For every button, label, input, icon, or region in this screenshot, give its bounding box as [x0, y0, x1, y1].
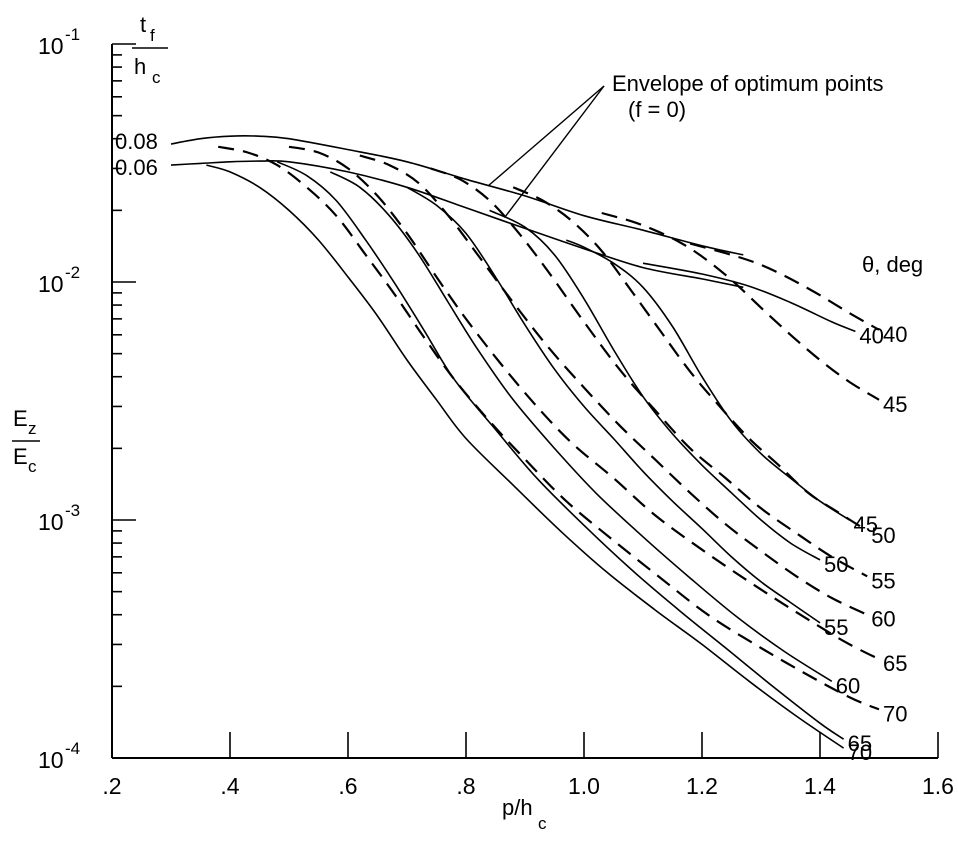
curve-label-solid-55: 55	[824, 615, 848, 640]
dashed-curve-55	[430, 167, 868, 578]
envelope-curve-008	[170, 135, 744, 256]
annotation-leader-lower	[504, 85, 605, 218]
solid-curve-40	[642, 262, 856, 333]
envelope-annotation: Envelope of optimum points (f = 0)	[487, 71, 884, 218]
dashed-curve-65	[288, 145, 880, 661]
y-tick-label-exp: -3	[65, 501, 80, 520]
param-den: h	[134, 54, 146, 79]
x-tick-label: 1.6	[922, 773, 954, 799]
solid-curve-50	[489, 209, 821, 561]
y-tick-label-exp: -2	[65, 263, 80, 282]
solid-curve-45	[566, 239, 850, 521]
y-tick-label-exp: -1	[65, 25, 80, 44]
param-num: t	[140, 12, 146, 37]
y-tick-label: 10	[38, 747, 64, 773]
x-tick-label: 1.2	[686, 773, 718, 799]
solid-curve-70	[206, 164, 845, 749]
annotation-line1: Envelope of optimum points	[612, 71, 884, 96]
annotation-leader-upper	[487, 85, 605, 187]
x-tick-label: .6	[338, 773, 357, 799]
y-tick-label-exp: -4	[65, 739, 80, 758]
curve-label-solid-45: 45	[854, 512, 878, 537]
curve-label-solid-40: 40	[859, 323, 883, 348]
curve-label-dashed-65: 65	[883, 651, 907, 676]
y-tick-label: 10	[38, 33, 64, 59]
curve-label-dashed-40: 40	[883, 322, 907, 347]
x-axis-label: p/h c	[502, 795, 547, 833]
x-tick-label: 1.0	[568, 773, 600, 799]
solid-curve-60	[329, 171, 833, 682]
y-tick-label: 10	[38, 271, 64, 297]
annotation-line2: (f = 0)	[628, 97, 686, 122]
ticks: .2.4.6.8 1.0 1.2 1.4 1.610-110-210-310-4	[38, 25, 954, 799]
dashed-curve-60	[359, 154, 868, 616]
x-tick-label: .4	[220, 773, 239, 799]
curve-label-dashed-45: 45	[883, 392, 907, 417]
solid-curve-65	[276, 161, 845, 740]
y-label-den: E	[13, 444, 28, 469]
dashed-curve-70	[218, 145, 880, 711]
axes	[111, 44, 938, 759]
x-tick-label: .2	[102, 773, 121, 799]
dashed-curve-40	[689, 242, 880, 331]
y-tick-label: 10	[38, 509, 64, 535]
legend-title: θ, deg	[862, 252, 923, 277]
curve-label-dashed-60: 60	[871, 607, 895, 632]
curve-label-dashed-70: 70	[883, 701, 907, 726]
curve-label-solid-60: 60	[836, 673, 860, 698]
x-tick-label: 1.4	[804, 773, 836, 799]
x-tick-label: .8	[456, 773, 475, 799]
param-den-sub: c	[152, 68, 161, 87]
curve-label-dashed-55: 55	[871, 568, 895, 593]
param-value-006: 0.06	[115, 155, 158, 180]
curve-label-dashed-50: 50	[871, 523, 895, 548]
curve-label-solid-65: 65	[848, 731, 872, 756]
curve-label-solid-70: 70	[848, 740, 872, 765]
solid-curve-55	[406, 186, 821, 624]
curves	[170, 135, 880, 749]
dashed-curve-45	[601, 211, 880, 401]
y-label-den-sub: c	[28, 457, 37, 476]
param-label: t f h c	[132, 12, 168, 87]
dashed-curve-50	[512, 186, 868, 532]
y-label-num: E	[13, 406, 28, 431]
y-label-num-sub: z	[28, 419, 37, 438]
curve-label-solid-50: 50	[824, 552, 848, 577]
param-value-008: 0.08	[115, 129, 158, 154]
x-label-sub: c	[538, 814, 547, 833]
param-num-sub: f	[150, 26, 155, 45]
y-axis-label: E z E c	[12, 406, 40, 476]
x-label: p/h	[502, 795, 533, 820]
